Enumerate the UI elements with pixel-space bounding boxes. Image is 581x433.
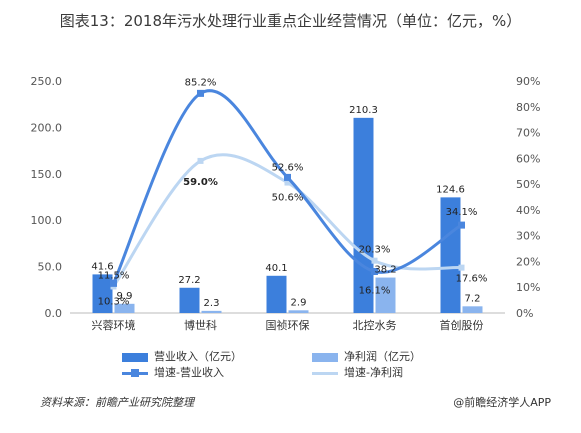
legend-label-revenue-growth: 增速-营业收入: [154, 366, 224, 379]
legend-swatch-revenue: [122, 352, 148, 362]
revenue-growth-point: [110, 279, 117, 287]
y-left-tick-label: 200.0: [31, 121, 63, 134]
revenue-bar: [266, 275, 287, 313]
y-left-tick-label: 100.0: [31, 214, 63, 227]
y-right-tick-label: 30%: [516, 230, 540, 243]
source-note: 资料来源：前瞻产业研究院整理: [40, 396, 194, 409]
revenue-growth-label: 34.1%: [446, 207, 478, 218]
y-left-tick-label: 150.0: [31, 168, 63, 181]
revenue-growth-label: 52.6%: [272, 162, 304, 173]
revenue-growth-label: 16.1%: [359, 285, 391, 296]
profit-growth-label: 50.6%: [272, 193, 304, 204]
y-right-tick-label: 90%: [516, 75, 540, 88]
revenue-bar: [440, 197, 461, 313]
y-right-tick-label: 10%: [516, 281, 540, 294]
profit-growth-label: 17.6%: [456, 274, 488, 285]
profit-bar: [201, 310, 222, 313]
legend-swatch-revenue-growth: [122, 368, 148, 378]
lines: [110, 89, 465, 290]
y-right-tick-label: 80%: [516, 101, 540, 114]
legend-label-profit: 净利润（亿元）: [344, 350, 421, 363]
profit-growth-label: 10.3%: [98, 296, 130, 307]
x-category-label: 国祯环保: [266, 318, 310, 332]
y-left-tick-label: 50.0: [38, 261, 63, 274]
revenue-growth-label: 11.5%: [98, 270, 130, 281]
revenue-value-label: 124.6: [436, 184, 465, 195]
legend-revenue: 营业收入（亿元）: [122, 348, 242, 364]
chart-title: 图表13：2018年污水处理行业重点企业经营情况（单位：亿元，%）: [59, 12, 522, 30]
revenue-value-label: 40.1: [265, 263, 287, 274]
revenue-value-label: 27.2: [178, 275, 200, 286]
profit-value-label: 2.9: [291, 297, 307, 308]
y-right-tick-label: 0%: [516, 307, 533, 320]
profit-growth-label: 20.3%: [359, 245, 391, 256]
legend-profit-growth: 增速-净利润: [312, 364, 403, 380]
profit-bar: [114, 303, 135, 313]
legend-profit: 净利润（亿元）: [312, 348, 421, 364]
y-right-tick-label: 40%: [516, 204, 540, 217]
profit-growth-point: [284, 179, 291, 186]
y-right-tick-label: 60%: [516, 152, 540, 165]
brand-note: @前瞻经济学人APP: [453, 396, 551, 409]
x-category-label: 兴蓉环境: [92, 318, 136, 332]
revenue-growth-point: [458, 221, 465, 229]
profit-value-label: 9.9: [117, 291, 133, 302]
profit-value-label: 7.2: [465, 293, 481, 304]
y-left-tick-label: 0.0: [45, 307, 63, 320]
y-right-tick-label: 50%: [516, 178, 540, 191]
profit-bar: [462, 306, 483, 313]
x-category-label: 首创股份: [440, 318, 484, 332]
legend-label-revenue: 营业收入（亿元）: [154, 350, 242, 363]
profit-value-label: 38.2: [374, 265, 396, 276]
revenue-bar: [179, 287, 200, 313]
profit-bar: [375, 277, 396, 313]
legend-revenue-growth: 增速-营业收入: [122, 364, 224, 380]
revenue-value-label: 41.6: [91, 261, 113, 272]
revenue-bar: [92, 274, 113, 313]
revenue-growth-point: [371, 267, 378, 275]
legend-swatch-profit-growth: [312, 369, 338, 378]
revenue-growth-line: [112, 89, 463, 284]
profit-growth-point: [458, 264, 465, 271]
x-category-label: 北控水务: [353, 318, 397, 332]
data-labels: 41.6 9.9 27.2 2.3 40.1 2.9 210.3 38.2 124.6 7.2 11…: [91, 77, 487, 308]
x-category-label: 博世科: [184, 318, 217, 332]
y-left-tick-label: 250.0: [31, 75, 63, 88]
profit-growth-label: 59.0%: [183, 177, 218, 188]
legend-label-profit-growth: 增速-净利润: [344, 366, 403, 379]
y-right-tick-label: 70%: [516, 127, 540, 140]
profit-bar: [288, 310, 309, 313]
revenue-value-label: 210.3: [349, 105, 378, 116]
revenue-growth-point: [284, 173, 291, 181]
y-right-tick-label: 20%: [516, 255, 540, 268]
profit-growth-point: [197, 157, 204, 164]
revenue-growth-point: [197, 89, 204, 97]
profit-value-label: 2.3: [204, 298, 220, 309]
revenue-bar: [353, 117, 374, 313]
bars: [92, 117, 483, 313]
legend-swatch-profit: [312, 352, 338, 362]
revenue-growth-label: 85.2%: [185, 77, 217, 88]
profit-growth-point: [371, 257, 378, 264]
axes: 0.0 50.0 100.0 150.0 200.0 250.0 0% 10% 20% 30% 40…: [31, 75, 541, 332]
